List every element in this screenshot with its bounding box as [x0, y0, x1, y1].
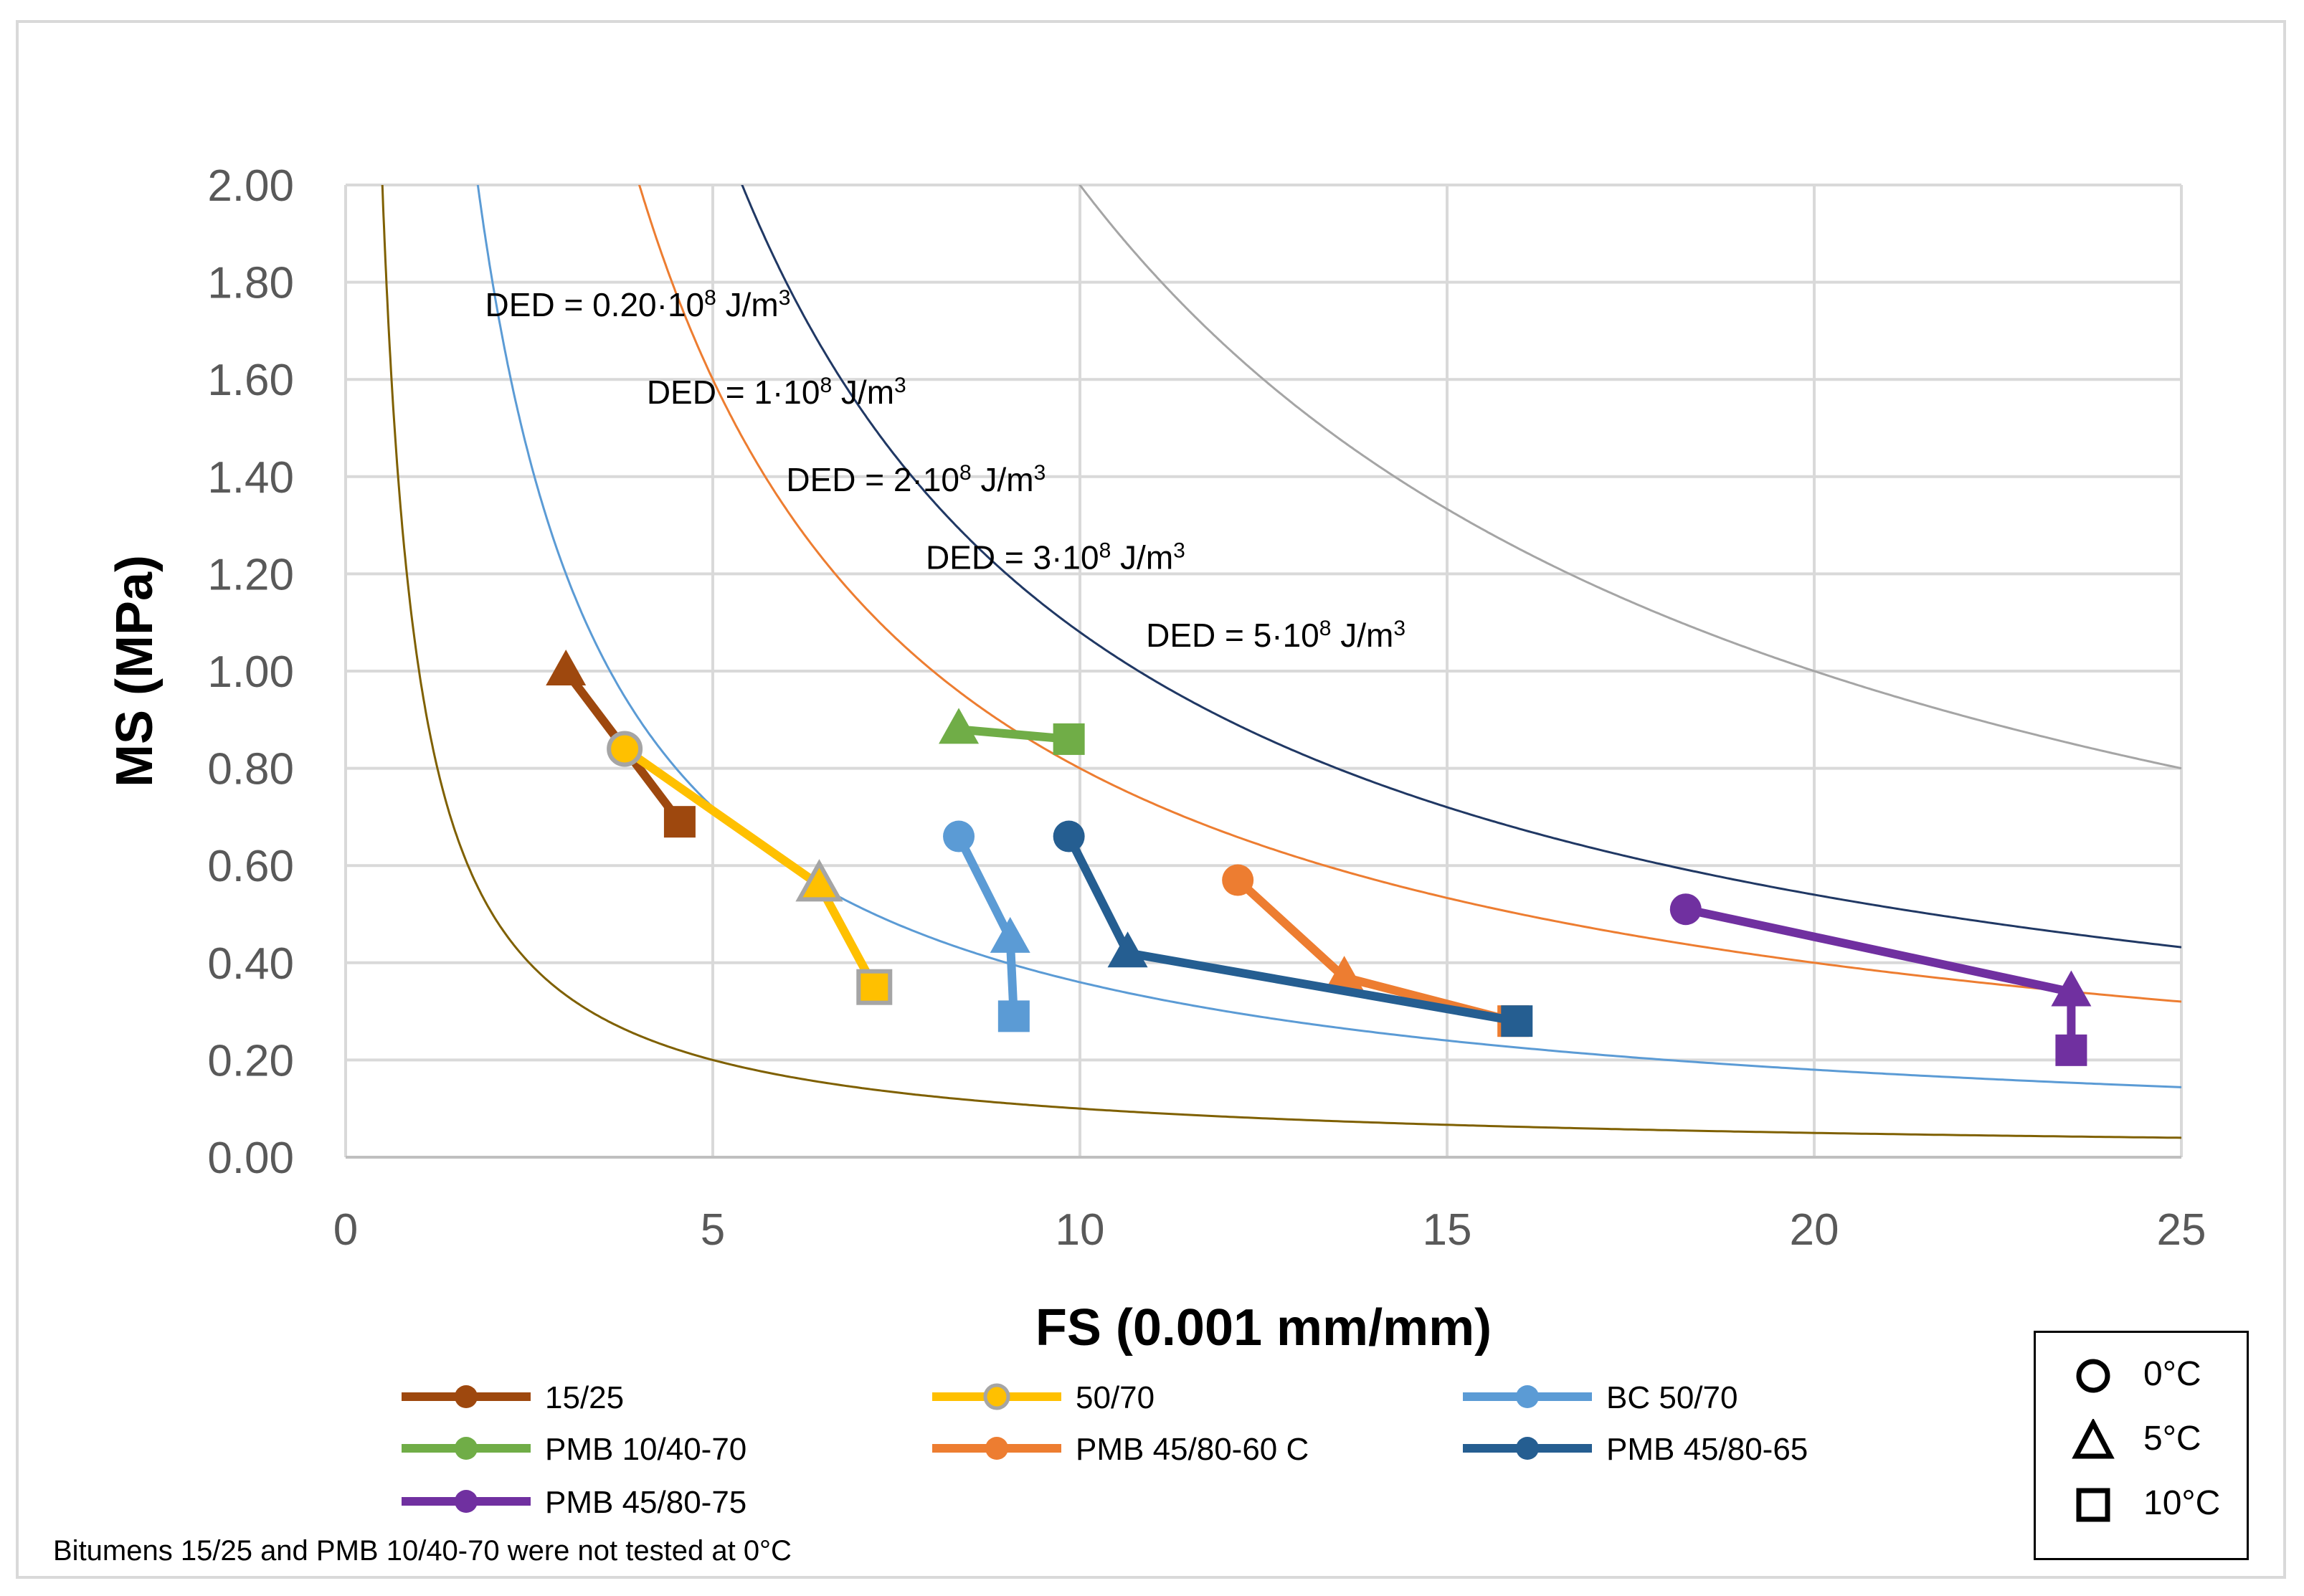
square-marker [663, 806, 696, 838]
y-axis-title: MS (MPa) [106, 555, 163, 787]
x-tick-label: 15 [1423, 1205, 1472, 1255]
legend-swatch-marker [1516, 1437, 1539, 1460]
legend-item: PMB 45/80-65 [1463, 1432, 1808, 1467]
x-tick-label: 10 [1056, 1205, 1105, 1255]
y-tick-label: 1.80 [207, 259, 294, 308]
circle-marker [943, 820, 975, 852]
y-tick-label: 1.20 [207, 550, 294, 599]
y-tick-label: 0.20 [207, 1036, 294, 1086]
triangle-marker [795, 859, 843, 902]
y-tick-label: 2.00 [207, 161, 294, 211]
legend-swatch-marker [985, 1437, 1008, 1460]
legend-label: PMB 45/80-75 [545, 1485, 746, 1520]
legend-item: PMB 45/80-60 C [932, 1432, 1309, 1467]
legend-swatch-marker [455, 1385, 478, 1408]
square-marker [997, 1000, 1030, 1032]
square-marker-icon [2076, 1488, 2110, 1522]
triangle-marker [1324, 956, 1365, 992]
temperature-legend-label: 10°C [2143, 1484, 2221, 1522]
series-group [1053, 820, 1533, 1037]
legend-label: 50/70 [1076, 1380, 1155, 1415]
ded-labels: DED = 0.20·108 J/m3 DED = 1·108 J/m3 DED =… [485, 286, 1405, 655]
temperature-legend-label: 5°C [2143, 1420, 2201, 1458]
temperature-legend-row: 10°C [2036, 1476, 2247, 1534]
footnote: Bitumens 15/25 and PMB 10/40-70 were not… [53, 1535, 792, 1567]
data-series [546, 650, 2092, 1066]
temperature-legend: 0°C 5°C 10°C [2034, 1331, 2249, 1560]
x-tick-label: 20 [1790, 1205, 1839, 1255]
temperature-legend-row: 0°C [2036, 1347, 2247, 1405]
legend-label: PMB 45/80-60 C [1076, 1432, 1309, 1467]
legend-swatch-marker [1516, 1385, 1539, 1408]
circle-marker [1669, 893, 1702, 926]
series-group [943, 820, 1030, 1032]
legend-swatch-marker [455, 1490, 478, 1513]
y-tick-label: 1.60 [207, 356, 294, 405]
series-group [1669, 893, 2092, 1066]
x-tick-label: 0 [333, 1205, 358, 1255]
ded-label: DED = 1·108 J/m3 [647, 374, 906, 412]
legend-label: PMB 10/40-70 [545, 1432, 746, 1467]
square-marker [856, 969, 893, 1005]
series-group [607, 731, 893, 1005]
square-marker [1501, 1005, 1533, 1037]
ded-curve [637, 185, 2181, 1003]
series-group [939, 708, 1085, 755]
legend-label: 15/25 [545, 1380, 624, 1415]
y-tick-label: 1.00 [207, 647, 294, 697]
ded-label: DED = 2·108 J/m3 [786, 461, 1046, 499]
ded-label: DED = 0.20·108 J/m3 [485, 286, 791, 324]
y-tick-label: 1.40 [207, 453, 294, 503]
legend-swatch-marker [983, 1383, 1010, 1410]
legend-item: PMB 10/40-70 [402, 1432, 746, 1467]
tick-labels: 0.00 0.20 0.40 0.60 0.80 1.00 1.20 1.40 1.60 1.80… [207, 161, 2206, 1255]
y-tick-label: 0.60 [207, 842, 294, 891]
series-line [622, 745, 878, 989]
circle-marker [607, 731, 643, 767]
circle-marker-icon [2076, 1359, 2110, 1393]
gridlines [344, 184, 2183, 1159]
legend-label: BC 50/70 [1606, 1380, 1738, 1415]
y-tick-label: 0.80 [207, 745, 294, 794]
x-tick-label: 25 [2157, 1205, 2206, 1255]
series-legend: 15/25 50/70 BC 50/70 PMB 10/40-70 PMB 45/80-… [402, 1380, 1808, 1520]
ded-curve [476, 185, 2181, 1088]
ded-curve [741, 185, 2181, 949]
ded-curves [381, 185, 2181, 1139]
series-line [1684, 905, 2076, 1050]
triangle-marker [990, 916, 1030, 953]
legend-item: BC 50/70 [1463, 1380, 1738, 1415]
triangle-marker-icon [2072, 1419, 2115, 1459]
legend-item: PMB 45/80-75 [402, 1485, 746, 1520]
legend-item: 15/25 [402, 1380, 624, 1415]
circle-marker [1053, 820, 1085, 852]
square-marker [1053, 723, 1085, 755]
triangle-marker [2051, 970, 2092, 1007]
circle-marker [1222, 864, 1254, 896]
ded-label: DED = 5·108 J/m3 [1146, 617, 1405, 655]
legend-label: PMB 45/80-65 [1606, 1432, 1808, 1467]
x-axis-title: FS (0.001 mm/mm) [1035, 1299, 1492, 1357]
temperature-legend-row: 5°C [2036, 1412, 2247, 1469]
y-tick-label: 0.40 [207, 939, 294, 989]
ded-curve [1078, 185, 2181, 770]
ded-curve [381, 185, 2181, 1139]
square-marker [2055, 1034, 2087, 1066]
triangle-marker [546, 650, 587, 685]
temperature-legend-label: 0°C [2143, 1355, 2201, 1393]
series-line [958, 725, 1070, 744]
legend-item: 50/70 [932, 1380, 1155, 1415]
triangle-marker [939, 708, 980, 744]
chart-frame [16, 20, 2286, 1579]
x-tick-label: 5 [701, 1205, 725, 1255]
triangle-marker [1107, 931, 1148, 968]
y-tick-label: 0.00 [207, 1134, 294, 1183]
ded-label: DED = 3·108 J/m3 [926, 538, 1185, 576]
legend-swatch-marker [455, 1437, 478, 1460]
